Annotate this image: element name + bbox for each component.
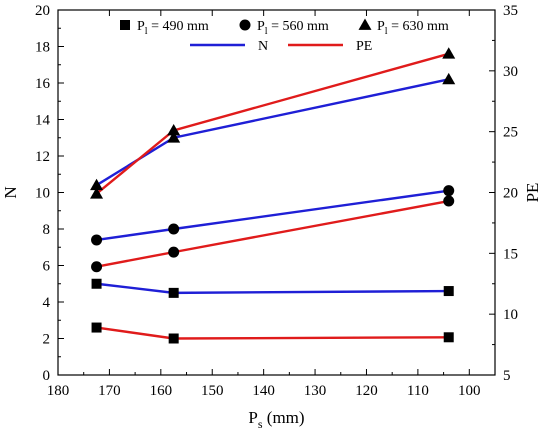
legend-label-sub: l bbox=[385, 26, 388, 37]
legend-marker-group-2 bbox=[239, 19, 251, 31]
x-tick-label: 180 bbox=[47, 383, 70, 399]
legend-label-main: P bbox=[137, 19, 145, 34]
series-pe-line-group-2 bbox=[96, 199, 449, 268]
series-n-line-group-3 bbox=[95, 78, 449, 187]
y-left-tick-label: 8 bbox=[43, 222, 51, 238]
x-axis-title-main: P bbox=[248, 408, 257, 427]
y-left-tick-label: 20 bbox=[35, 3, 50, 19]
n-point-group-2 bbox=[91, 234, 103, 246]
y-right-axis-title: PE bbox=[523, 183, 542, 203]
legend-label-group-2: Pl = 560 mm bbox=[257, 19, 329, 37]
x-tick-label: 130 bbox=[304, 383, 327, 399]
series-n-line-group-1 bbox=[96, 282, 449, 295]
legend-marker-group-3 bbox=[358, 18, 372, 30]
series-pe-line-group-3 bbox=[95, 52, 450, 195]
n-point-group-2 bbox=[443, 185, 455, 197]
x-tick-label: 140 bbox=[252, 383, 275, 399]
pe-point-group-3 bbox=[167, 123, 181, 136]
x-tick-label: 120 bbox=[355, 383, 378, 399]
y-left-tick-label: 14 bbox=[35, 113, 51, 129]
y-right-tick-label: 15 bbox=[503, 246, 518, 262]
legend-label-pe: PE bbox=[356, 39, 372, 54]
x-tick-label: 170 bbox=[98, 383, 121, 399]
pe-point-group-2 bbox=[91, 261, 103, 273]
legend-label-main: P bbox=[377, 19, 385, 34]
y-left-tick-label: 16 bbox=[35, 76, 51, 92]
y-left-tick-label: 2 bbox=[43, 332, 51, 348]
y-right-tick-label: 5 bbox=[503, 368, 511, 384]
pe-point-group-2 bbox=[168, 246, 180, 258]
n-point-group-1 bbox=[91, 278, 102, 289]
series-pe-line-group-1 bbox=[96, 326, 449, 340]
pe-point-group-1 bbox=[91, 322, 102, 333]
n-point-group-1 bbox=[168, 287, 179, 298]
pe-point-group-1 bbox=[443, 332, 454, 343]
y-left-tick-label: 18 bbox=[35, 40, 50, 56]
y-left-axis-title: N bbox=[1, 186, 20, 198]
pe-point-group-3 bbox=[442, 47, 456, 59]
legend-label-rest: = 490 mm bbox=[148, 19, 209, 34]
pe-point-group-1 bbox=[168, 333, 179, 344]
y-left-tick-label: 6 bbox=[43, 259, 51, 275]
y-right-tick-label: 35 bbox=[503, 3, 518, 19]
legend-label-rest: = 630 mm bbox=[388, 19, 449, 34]
n-point-group-2 bbox=[168, 223, 180, 235]
x-axis-title-unit: (mm) bbox=[263, 408, 305, 427]
n-point-group-3 bbox=[442, 72, 456, 85]
legend-label-group-3: Pl = 630 mm bbox=[377, 19, 449, 37]
x-tick-label: 150 bbox=[201, 383, 224, 399]
legend-label-sub: l bbox=[265, 26, 268, 37]
n-point-group-3 bbox=[167, 131, 181, 143]
y-right-tick-label: 20 bbox=[503, 186, 518, 202]
n-point-group-1 bbox=[443, 286, 454, 297]
y-right-tick-label: 30 bbox=[503, 64, 518, 80]
legend-label-n: N bbox=[258, 39, 268, 54]
legend-marker-group-1 bbox=[120, 20, 130, 30]
legend-label-rest: = 560 mm bbox=[268, 19, 329, 34]
x-tick-label: 160 bbox=[150, 383, 173, 399]
legend-label-main: P bbox=[257, 19, 265, 34]
legend-label-group-1: Pl = 490 mm bbox=[137, 19, 209, 37]
pe-point-group-3 bbox=[90, 187, 104, 199]
x-tick-label: 100 bbox=[458, 383, 481, 399]
legend-label-sub: l bbox=[145, 26, 148, 37]
y-right-tick-label: 25 bbox=[503, 125, 518, 141]
y-left-tick-label: 4 bbox=[43, 295, 51, 311]
y-right-tick-label: 10 bbox=[503, 307, 518, 323]
x-axis-title: Ps (mm) bbox=[248, 408, 304, 431]
y-left-tick-label: 10 bbox=[35, 186, 50, 202]
y-left-tick-label: 12 bbox=[35, 149, 50, 165]
x-axis-title-sub: s bbox=[258, 417, 263, 431]
n-point-group-3 bbox=[90, 178, 104, 191]
x-tick-label: 110 bbox=[407, 383, 429, 399]
pe-point-group-2 bbox=[443, 195, 455, 207]
y-left-tick-label: 0 bbox=[43, 368, 51, 384]
